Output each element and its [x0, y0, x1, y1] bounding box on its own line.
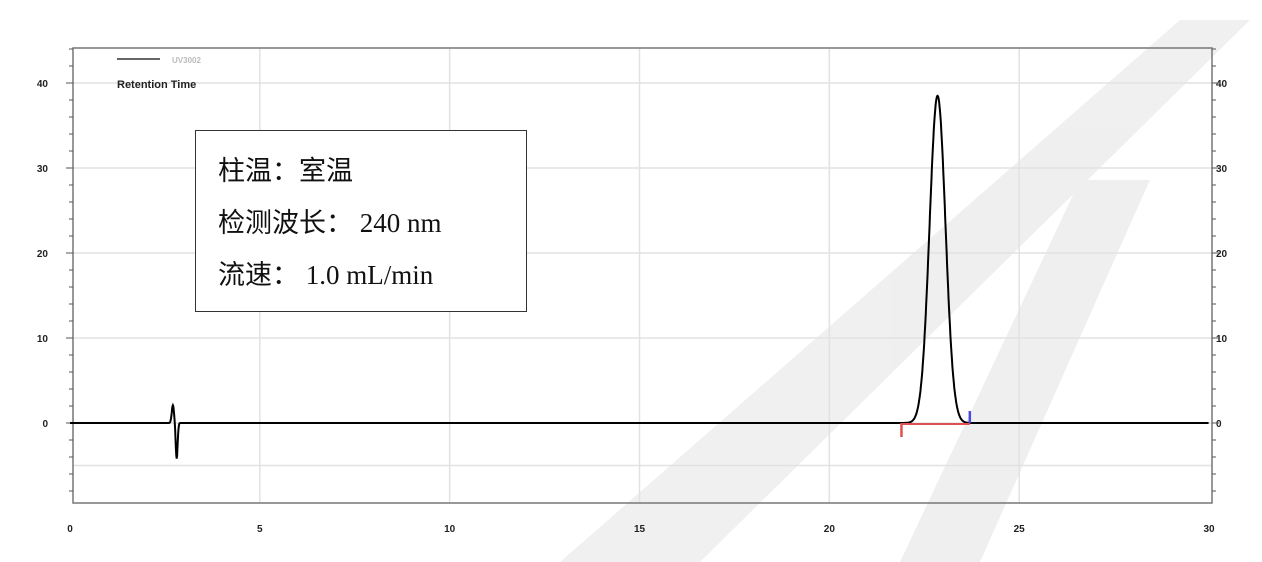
flow-rate-text: 流速： 1.0 mL/min: [218, 260, 434, 290]
y-tick-label-left: 0: [42, 419, 48, 430]
y-tick-label-right: 10: [1216, 334, 1228, 345]
x-tick-label: 20: [824, 524, 836, 535]
axes: 0 5 10 15 20 25 30 0 0 10 10 20 20 30 30 40 40: [37, 48, 1228, 535]
signal-trace: [70, 94, 1209, 459]
y-tick-label-left: 30: [37, 164, 49, 175]
legend-retention-time: Retention Time: [117, 79, 196, 91]
marks: [70, 94, 1209, 459]
y-tick-label-right: 0: [1216, 419, 1222, 430]
watermark: [560, 20, 1250, 562]
legend: UV3002 Retention Time: [117, 56, 201, 91]
x-tick-label: 5: [257, 524, 263, 535]
x-tick-label: 30: [1203, 524, 1215, 535]
y-tick-label-right: 30: [1216, 164, 1228, 175]
legend-series-label: UV3002: [172, 56, 201, 65]
x-tick-label: 0: [67, 524, 73, 535]
plot-frame: [72, 47, 1213, 504]
y-tick-label-left: 20: [37, 249, 49, 260]
column-temperature-text: 柱温：室温: [218, 156, 353, 186]
detection-wavelength-text: 检测波长： 240 nm: [218, 208, 442, 238]
x-tick-label: 15: [634, 524, 646, 535]
x-tick-label: 25: [1014, 524, 1026, 535]
y-tick-label-left: 10: [37, 334, 49, 345]
y-tick-label-right: 20: [1216, 249, 1228, 260]
x-tick-label: 10: [444, 524, 456, 535]
y-tick-label-right: 40: [1216, 79, 1228, 90]
conditions-annotation-box: 柱温：室温 检测波长： 240 nm 流速： 1.0 mL/min: [195, 130, 527, 312]
y-tick-label-left: 40: [37, 79, 49, 90]
